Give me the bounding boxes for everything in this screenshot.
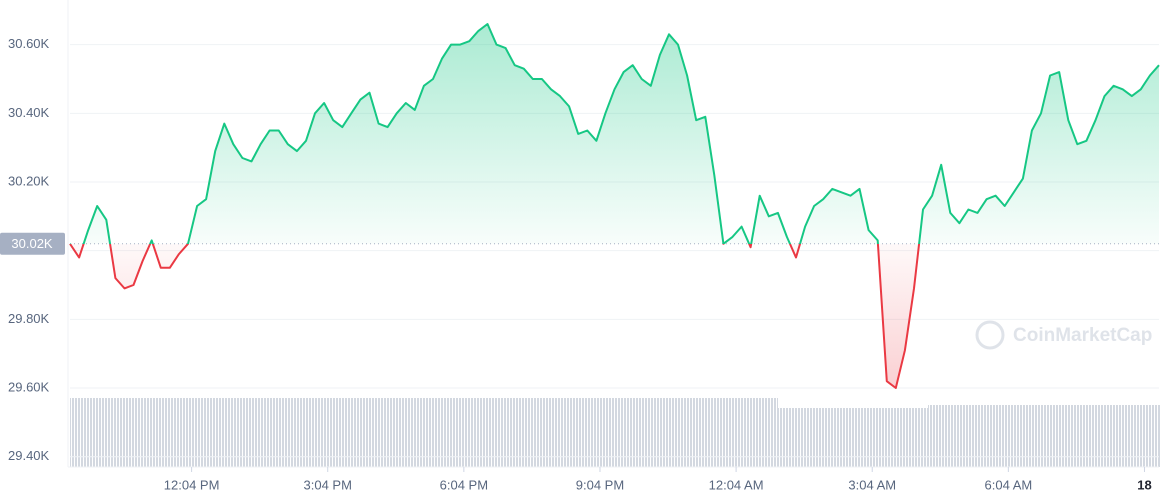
x-tick-label: 9:04 PM	[576, 477, 624, 492]
y-tick-label: 30.60K	[8, 36, 50, 51]
x-tick-label: 18	[1137, 477, 1151, 492]
area	[70, 24, 1159, 388]
x-tick-label: 6:04 AM	[985, 477, 1033, 492]
y-tick-label: 29.60K	[8, 379, 50, 394]
baseline-label-box	[0, 232, 65, 255]
y-tick-label: 29.80K	[8, 311, 50, 326]
volume-band	[928, 405, 1160, 467]
y-tick-label: 30.40K	[8, 105, 50, 120]
volume-band	[778, 408, 928, 467]
watermark-text: CoinMarketCap	[1013, 325, 1152, 346]
baseline-label: 30.02K	[11, 236, 53, 251]
price-line	[69, 23, 1160, 389]
x-tick-label: 12:04 AM	[709, 477, 764, 492]
y-tick-label: 29.40K	[8, 448, 50, 463]
volume-band	[70, 398, 778, 467]
x-tick-label: 12:04 PM	[164, 477, 220, 492]
x-tick-label: 6:04 PM	[440, 477, 488, 492]
x-tick-label: 3:04 AM	[848, 477, 896, 492]
watermark: CoinMarketCap	[975, 320, 1152, 350]
y-tick-label: 30.20K	[8, 173, 50, 188]
x-tick-label: 3:04 PM	[304, 477, 352, 492]
